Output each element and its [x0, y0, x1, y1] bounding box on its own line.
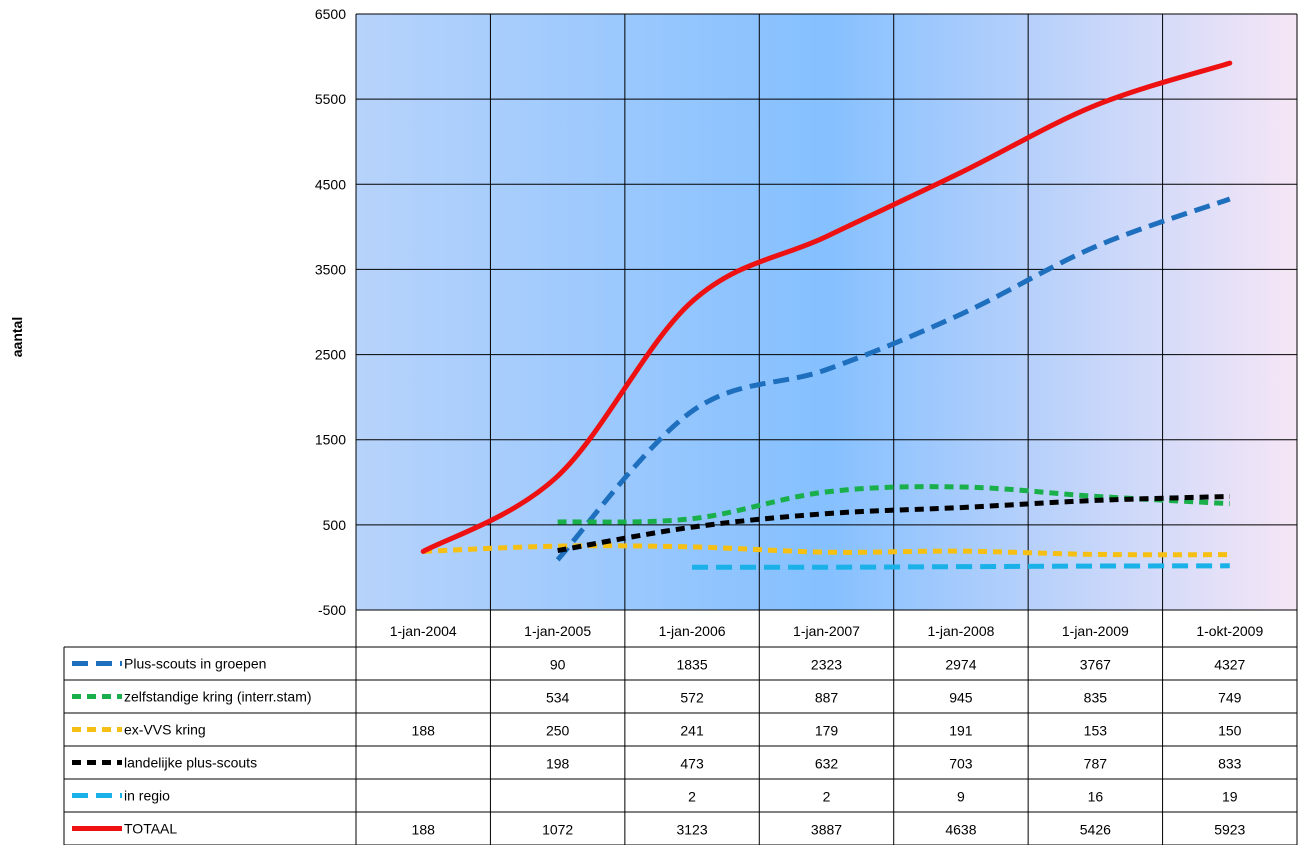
table-cell: 787 [1084, 756, 1108, 772]
y-tick-label: 1500 [315, 432, 346, 448]
table-cell: 473 [680, 756, 704, 772]
y-tick-label: -500 [318, 602, 346, 618]
series-line-0 [555, 196, 1231, 562]
table-cell: 572 [680, 690, 704, 706]
series-name-3: landelijke plus-scouts [124, 755, 257, 771]
series-name-2: ex-VVS kring [124, 722, 206, 738]
table-cell: 188 [412, 723, 436, 739]
y-tick-label: 4500 [315, 176, 346, 192]
series-line-1 [557, 484, 1230, 525]
series-line-3 [557, 494, 1230, 554]
table-cell: 3887 [811, 822, 842, 838]
table-cell: 19 [1222, 789, 1238, 805]
table-cell: 153 [1084, 723, 1108, 739]
table-cell: 2323 [811, 657, 842, 673]
table-cell: 887 [815, 690, 839, 706]
table-cell: 179 [815, 723, 839, 739]
y-tick-label: 5500 [315, 91, 346, 107]
series-name-4: in regio [124, 788, 170, 804]
table-cell: 250 [546, 723, 570, 739]
table-cell: 150 [1218, 723, 1242, 739]
table-cell: 4327 [1214, 657, 1245, 673]
table-cell: 632 [815, 756, 839, 772]
x-tick-label: 1-jan-2004 [390, 623, 457, 639]
series-lines [420, 60, 1233, 570]
data-table [63, 610, 1298, 845]
table-cell: 4638 [945, 822, 976, 838]
x-tick-label: 1-jan-2009 [1062, 623, 1129, 639]
table-cell: 703 [949, 756, 973, 772]
table-cell: 5923 [1214, 822, 1245, 838]
series-line-5 [420, 60, 1233, 554]
labels: 6500 5500 4500 3500 2500 1500 500 -500 1-jan-200… [9, 6, 1263, 838]
series-line-4 [692, 563, 1230, 570]
x-tick-label: 1-jan-2008 [927, 623, 994, 639]
table-cell: 16 [1088, 789, 1104, 805]
y-tick-label: 500 [323, 517, 347, 533]
y-tick-label: 6500 [315, 6, 346, 22]
table-cell: 90 [550, 657, 566, 673]
table-cell: 2 [688, 789, 696, 805]
plot-area-background [356, 14, 1297, 610]
table-cell: 2974 [945, 657, 976, 673]
table-cell: 3767 [1080, 657, 1111, 673]
series-name-5: TOTAAL [124, 821, 177, 837]
table-cell: 191 [949, 723, 973, 739]
table-cell: 945 [949, 690, 973, 706]
table-cell: 1072 [542, 822, 573, 838]
table-cell: 1835 [676, 657, 707, 673]
x-tick-label: 1-jan-2006 [659, 623, 726, 639]
y-axis-title: aantal [9, 317, 25, 357]
table-cell: 3123 [676, 822, 707, 838]
table-cell: 9 [957, 789, 965, 805]
grid-lines [355, 13, 1298, 611]
series-name-1: zelfstandige kring (interr.stam) [124, 689, 312, 705]
table-cell: 749 [1218, 690, 1242, 706]
y-tick-label: 2500 [315, 347, 346, 363]
x-tick-label: 1-jan-2005 [524, 623, 591, 639]
table-cell: 534 [546, 690, 570, 706]
table-cell: 188 [412, 822, 436, 838]
table-cell: 835 [1084, 690, 1108, 706]
table-cell: 2 [823, 789, 831, 805]
x-tick-label: 1-okt-2009 [1196, 623, 1263, 639]
x-tick-label: 1-jan-2007 [793, 623, 860, 639]
table-cell: 833 [1218, 756, 1242, 772]
table-cell: 5426 [1080, 822, 1111, 838]
table-cell: 198 [546, 756, 570, 772]
table-cell: 241 [680, 723, 704, 739]
y-tick-label: 3500 [315, 261, 346, 277]
series-name-0: Plus-scouts in groepen [124, 656, 266, 672]
